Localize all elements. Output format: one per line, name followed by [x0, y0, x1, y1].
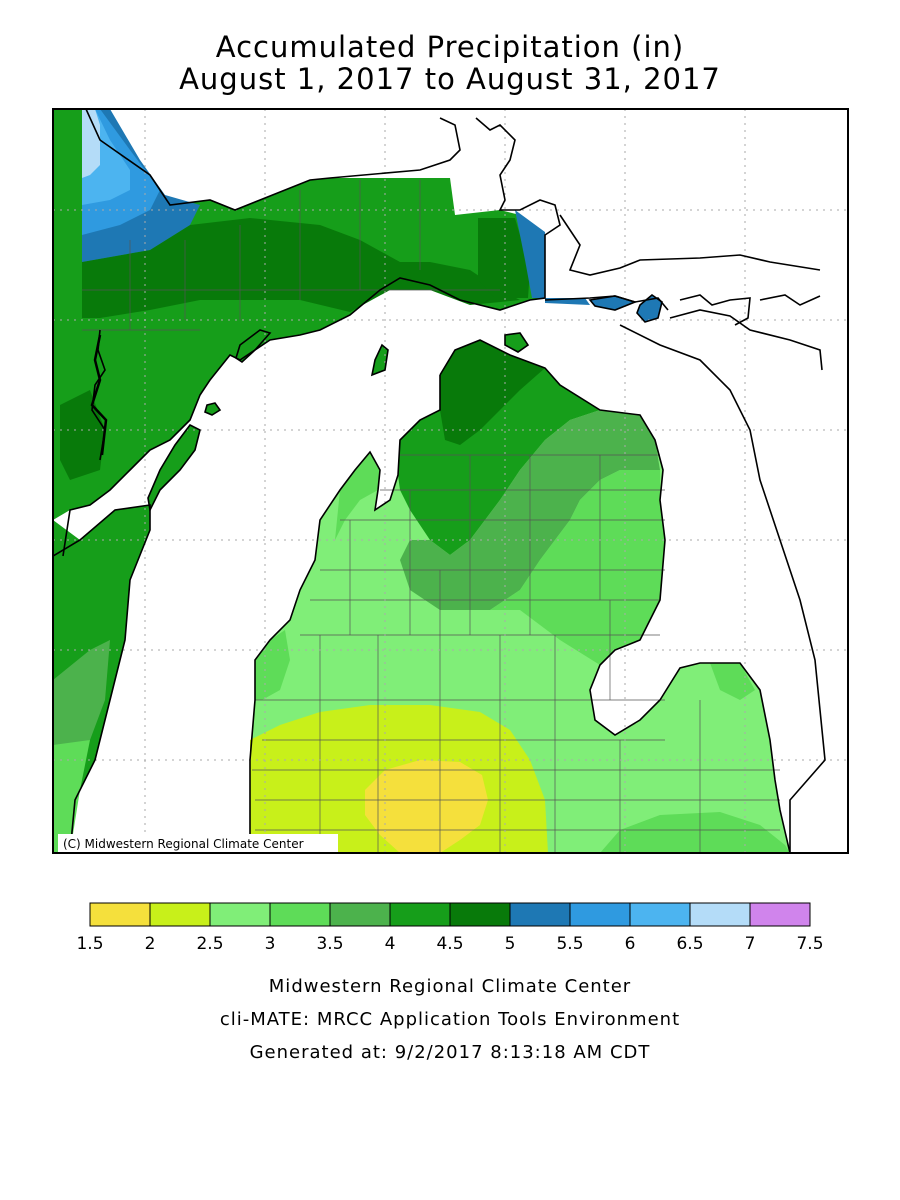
legend-label: 3.5: [316, 934, 343, 954]
lat-lon-grid: [53, 109, 848, 853]
coastlines: [53, 109, 826, 853]
map-body: [53, 109, 848, 853]
legend-swatch-4.5-5: [449, 902, 511, 927]
state-border: [90, 334, 108, 456]
island: [236, 330, 270, 362]
legend-label: 6: [625, 934, 636, 954]
region-3-3.5: [710, 663, 755, 700]
legend-swatch-6-6.5: [629, 902, 691, 927]
region-5-5.5: [637, 295, 662, 322]
legend-swatch-6.5-7: [689, 902, 751, 927]
region-3.5-4: [53, 640, 110, 750]
legend-label: 2.5: [196, 934, 223, 954]
legend-swatch-2.5-3: [209, 902, 271, 927]
legend-swatch-5.5-6: [569, 902, 631, 927]
map-frame: [52, 108, 849, 854]
legend-swatch-7-7.5: [749, 902, 811, 927]
region-4.5-5: [478, 218, 530, 298]
credit-organization: Midwestern Regional Climate Center: [268, 976, 632, 997]
legend-label: 7.5: [796, 934, 823, 954]
legend-label: 4: [385, 934, 396, 954]
map-title: Accumulated Precipitation (in): [215, 30, 685, 64]
legend-swatch-3.5-4: [329, 902, 391, 927]
map-date-range: August 1, 2017 to August 31, 2017: [179, 62, 721, 96]
region-3-3.5: [255, 630, 290, 700]
legend-swatch-2-2.5: [149, 902, 211, 927]
region-3-3.5: [335, 452, 380, 540]
copyright-text: (C) Midwestern Regional Climate Center: [63, 837, 304, 851]
legend-label: 5.5: [556, 934, 583, 954]
region-6.5-7: [82, 109, 100, 178]
legend-label: 3: [265, 934, 276, 954]
legend-label: 1.5: [76, 934, 103, 954]
legend-label: 4.5: [436, 934, 463, 954]
legend-swatch-4-4.5: [389, 902, 451, 927]
legend-label: 2: [145, 934, 156, 954]
credit-tool: cli-MATE: MRCC Application Tools Environ…: [219, 1009, 681, 1030]
island: [372, 345, 388, 375]
county-boundaries: [82, 180, 780, 853]
region-3-3.5: [490, 470, 665, 665]
color-legend: 1.5 2 2.5 3 3.5 4 4.5 5 5.5 6 6.5 7 7.5: [76, 902, 824, 954]
legend-label: 6.5: [676, 934, 703, 954]
copyright-box: [58, 834, 338, 852]
legend-label: 5: [505, 934, 516, 954]
legend-swatch-1.5-2: [89, 902, 151, 927]
precipitation-map: (C) Midwestern Regional Climate Center 1…: [52, 108, 849, 954]
region-3-3.5: [53, 740, 90, 853]
legend-label: 7: [745, 934, 756, 954]
region-3-3.5: [600, 812, 790, 853]
credit-generated-at: Generated at: 9/2/2017 8:13:18 AM CDT: [249, 1042, 651, 1063]
legend-swatch-3-3.5: [269, 902, 331, 927]
region-5-5.5: [515, 210, 545, 298]
region-4.5-5: [82, 218, 520, 318]
legend-swatch-5-5.5: [509, 902, 571, 927]
region-4.5-5: [440, 340, 545, 445]
